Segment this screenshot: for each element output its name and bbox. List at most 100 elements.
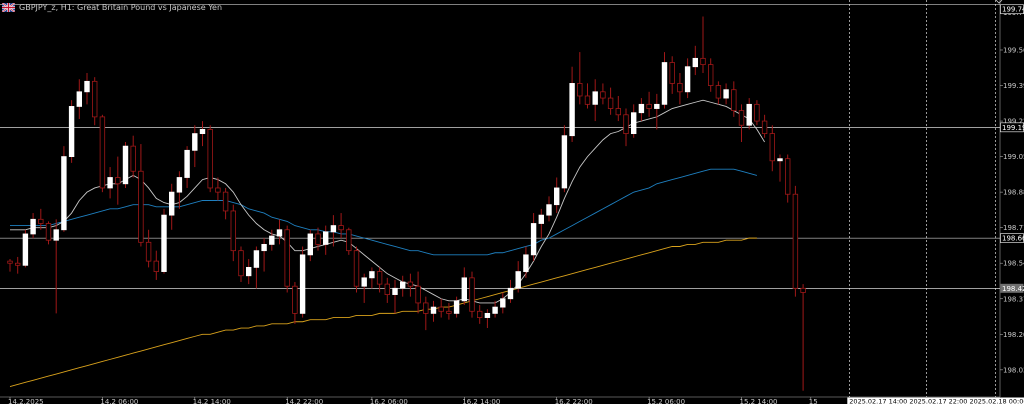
candle [45, 221, 52, 245]
candle-body [785, 158, 791, 195]
candle [99, 114, 106, 193]
candle [523, 246, 529, 278]
candle [654, 93, 660, 130]
candle-body [284, 229, 290, 287]
candle-body [153, 260, 159, 272]
candle [538, 208, 544, 239]
time-tick-label: 15.2 06:00 [647, 398, 685, 404]
candle-body [461, 277, 467, 302]
price-tick-label: 198.71 [1003, 224, 1024, 232]
time-tick-label: 16.2 06:00 [370, 398, 408, 404]
candle-body [423, 302, 429, 314]
candle [161, 208, 167, 274]
horizontal-line-label-2-bg [1000, 283, 1024, 293]
candle [253, 246, 260, 289]
candle [715, 81, 722, 105]
candle [238, 246, 244, 283]
candle-body [646, 103, 652, 109]
candle-body [315, 233, 321, 245]
candle [800, 284, 806, 391]
candle [423, 296, 429, 331]
candle-body [130, 145, 136, 172]
candle-body [638, 103, 645, 114]
candle [415, 271, 421, 314]
horizontal-line-label-0: 199.19 [1002, 124, 1024, 132]
candle-body [607, 97, 614, 109]
candle [785, 154, 791, 203]
candle-body [299, 254, 306, 314]
candle [399, 275, 406, 297]
candle [353, 246, 360, 293]
price-tick-label: 199.22 [1003, 118, 1024, 126]
candle [708, 58, 714, 92]
candle-body [623, 114, 629, 135]
candle-body [84, 80, 90, 93]
candle-body [145, 241, 152, 262]
candle [684, 58, 691, 99]
candle-body [122, 145, 129, 185]
candle-body [761, 120, 768, 135]
time-tick-label: 14.2 06:00 [100, 398, 138, 404]
candle-body [615, 108, 621, 116]
candle-body [99, 116, 106, 189]
candle-body [115, 177, 121, 185]
candle [677, 72, 683, 105]
candle-body [14, 262, 21, 266]
candle [661, 52, 668, 109]
chart-title-bar: GBPJPY_z, H1: Great Britain Pound vs Jap… [2, 1, 222, 13]
candle [515, 261, 521, 293]
candle [307, 229, 313, 262]
price-tick-label: 198.54 [1003, 260, 1024, 268]
candle [361, 273, 367, 303]
candle-body [792, 193, 799, 289]
candle [554, 177, 560, 214]
candle [461, 267, 467, 306]
time-tick-label: 14.2.2025 [8, 398, 44, 404]
candle-body [731, 89, 737, 112]
candle-body [654, 103, 660, 109]
candle [723, 83, 729, 105]
candle-body [330, 225, 337, 233]
candle-body [45, 223, 52, 241]
scroll-marker-icon [995, 0, 1003, 4]
candle-body [253, 250, 260, 268]
horizontal-line-label-2: 198.42 [1002, 285, 1024, 293]
candle-body [600, 91, 606, 99]
candle [615, 95, 621, 122]
candle [122, 141, 129, 188]
candle [407, 273, 414, 297]
candle-body [322, 231, 329, 245]
candle [754, 100, 760, 126]
candle [438, 298, 444, 318]
candle-body [92, 80, 98, 118]
ma-fast-line [10, 99, 765, 304]
candle-body [677, 83, 683, 93]
time-tick-label: 14.2 22:00 [285, 398, 323, 404]
candle-body [53, 229, 59, 241]
candle-body [338, 225, 344, 231]
candle-body [469, 277, 475, 312]
candle-body [754, 103, 760, 122]
candle-body [207, 129, 213, 189]
candle [546, 196, 552, 222]
time-tick-label: 15 [809, 398, 818, 404]
candle-body [107, 177, 113, 189]
candle [600, 83, 606, 105]
candle-body [399, 281, 406, 289]
price-tick-label: 199.39 [1003, 82, 1024, 90]
price-tick-label: 198.20 [1003, 331, 1024, 339]
candle-body [446, 310, 452, 314]
candle [176, 171, 183, 209]
candle [738, 104, 745, 142]
cursor-time-label: 2025.02.17 14:00 2025.02.17 22:00 2025.0… [849, 398, 1024, 404]
candle-body [554, 187, 560, 206]
candle [476, 305, 483, 324]
price-axis-panel [1000, 0, 1024, 404]
candle [130, 135, 136, 178]
candle-body [584, 95, 591, 105]
candle-body [746, 103, 752, 126]
candle-body [538, 214, 544, 224]
candle-body [361, 277, 367, 287]
